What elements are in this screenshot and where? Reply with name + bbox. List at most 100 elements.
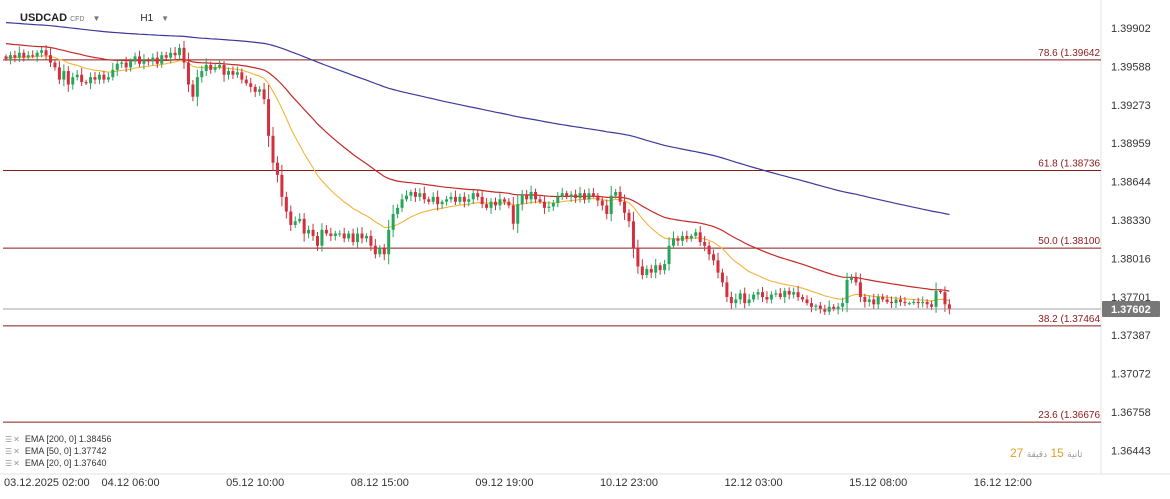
candle-body	[409, 191, 413, 196]
candle-body	[841, 303, 845, 307]
candle-body	[275, 162, 279, 175]
caret-down-icon[interactable]: ▼	[92, 13, 101, 23]
settings-close-icon[interactable]: ☰✕	[5, 458, 21, 468]
ema-20-line	[5, 55, 950, 302]
candle-body	[867, 299, 871, 302]
legend-ema-50: ☰✕ EMA [50, 0] 1.37742	[5, 445, 111, 457]
candle-body	[818, 305, 822, 310]
candle-body	[934, 290, 938, 307]
fib-label: 50.0 (1.38100	[1038, 236, 1100, 247]
candle-body	[787, 290, 791, 295]
candle-body	[195, 77, 199, 97]
candle-body	[534, 191, 538, 200]
candle-body	[507, 201, 511, 206]
candle-body	[525, 194, 529, 200]
candle-body	[596, 195, 600, 201]
candle-body	[191, 84, 195, 97]
candle-body	[605, 205, 609, 214]
candle-body	[881, 297, 885, 300]
grid	[0, 0, 1170, 475]
settings-close-icon[interactable]: ☰✕	[5, 446, 21, 456]
candle-body	[396, 207, 400, 214]
timeframe-selector[interactable]: H1	[140, 12, 154, 24]
instrument-type-label: CFD	[70, 15, 85, 23]
fib-label: 38.2 (1.37464	[1038, 314, 1100, 325]
candle-body	[342, 233, 346, 239]
candle-body	[351, 233, 355, 243]
candle-body	[431, 196, 435, 202]
candle-body	[289, 211, 293, 225]
candle-body	[458, 196, 462, 202]
candle-body	[658, 265, 662, 271]
candle-body	[364, 235, 368, 239]
candle-body	[57, 67, 61, 80]
candle-body	[258, 89, 262, 92]
y-tick-label: 1.37701	[1111, 292, 1151, 304]
candle-body	[939, 290, 942, 293]
y-tick-label: 1.37072	[1111, 369, 1151, 381]
candle-body	[903, 301, 907, 304]
candle-body	[720, 272, 724, 283]
candle-body	[222, 64, 226, 75]
candle-body	[645, 268, 649, 276]
candles	[4, 40, 951, 315]
candle-body	[574, 194, 578, 199]
symbol-label[interactable]: USDCAD	[20, 12, 68, 24]
candle-body	[320, 229, 324, 246]
caret-down-icon[interactable]: ▼	[161, 13, 170, 23]
settings-close-icon[interactable]: ☰✕	[5, 434, 21, 444]
legend-value: 1.37742	[73, 446, 107, 456]
y-tick-label: 1.39902	[1111, 23, 1151, 35]
candle-body	[476, 193, 480, 197]
candle-body	[912, 301, 916, 304]
candle-body	[62, 71, 66, 80]
candle-body	[489, 201, 493, 208]
y-axis: 1.39902 1.39588 1.39273 1.38959 1.38644 1.383…	[1102, 23, 1160, 458]
candle-body	[369, 235, 373, 246]
y-tick-label: 1.38016	[1111, 253, 1151, 265]
legend-ema-20: ☰✕ EMA [20, 0] 1.37640	[5, 457, 111, 469]
candle-body	[636, 248, 640, 267]
candle-body	[511, 205, 515, 224]
candle-body	[565, 193, 569, 197]
candle-body	[40, 50, 44, 53]
x-tick-label: 05.12 10:00	[226, 477, 284, 489]
candle-body	[471, 193, 475, 200]
candle-body	[707, 245, 711, 255]
candle-body	[943, 292, 947, 305]
candle-body	[756, 292, 760, 295]
x-tick-label: 10.12 23:00	[600, 477, 658, 489]
candle-body	[600, 200, 604, 206]
candle-body	[164, 55, 168, 58]
candle-body	[213, 67, 217, 70]
candle-body	[391, 213, 395, 230]
candle-body	[591, 193, 595, 196]
candle-body	[885, 299, 889, 302]
candle-body	[22, 52, 26, 58]
y-tick-label: 1.39588	[1111, 61, 1151, 73]
candle-body	[445, 199, 449, 202]
candle-body	[53, 62, 57, 68]
candle-body	[235, 72, 239, 75]
x-tick-label: 04.12 06:00	[102, 477, 160, 489]
candle-body	[400, 199, 404, 208]
y-tick-label: 1.36443	[1111, 446, 1151, 458]
candle-body	[347, 233, 351, 239]
candle-body	[66, 71, 70, 85]
candle-body	[160, 55, 164, 64]
candle-body	[8, 55, 12, 59]
y-tick-label: 1.38330	[1111, 215, 1151, 227]
candle-body	[280, 174, 284, 197]
candle-body	[614, 191, 618, 196]
candle-body	[743, 293, 747, 304]
candle-body	[863, 297, 867, 302]
candle-body	[850, 277, 853, 280]
candle-body	[97, 74, 101, 80]
candle-body	[703, 242, 707, 246]
candle-body	[249, 83, 253, 87]
legend-label: EMA [20, 0]	[24, 458, 72, 468]
candle-body	[102, 74, 106, 80]
candle-body	[204, 64, 208, 72]
